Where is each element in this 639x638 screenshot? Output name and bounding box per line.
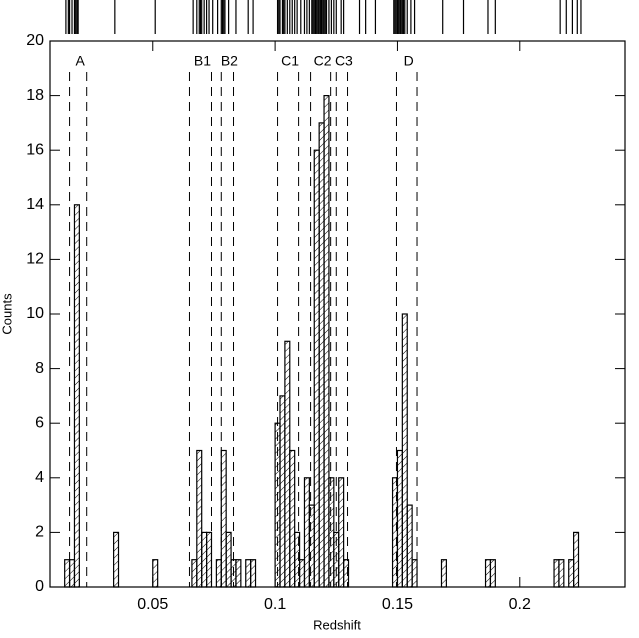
bar (323, 94, 330, 588)
bar (396, 449, 403, 588)
bar (553, 559, 560, 588)
bar (338, 477, 345, 588)
group-label: A (75, 53, 85, 69)
y-tick-label: 20 (26, 32, 44, 49)
group-label: C2 (314, 53, 332, 69)
bar (220, 449, 227, 588)
bar (303, 477, 310, 588)
bar (225, 531, 232, 588)
y-tick-label: 12 (26, 251, 44, 268)
bar (484, 559, 492, 588)
bar (279, 395, 286, 588)
bar (489, 559, 496, 588)
y-tick-label: 14 (26, 196, 44, 213)
bar (205, 531, 213, 588)
y-tick-label: 4 (35, 469, 44, 486)
bar (289, 449, 296, 588)
bar (440, 559, 447, 588)
group-label: C1 (281, 53, 299, 69)
x-tick-label: 0.2 (509, 596, 531, 613)
bar (235, 559, 242, 588)
bar (401, 313, 408, 588)
y-tick-label: 6 (35, 414, 44, 431)
bar (406, 504, 413, 588)
y-tick-label: 18 (26, 87, 44, 104)
group-label: D (404, 53, 414, 69)
bar (68, 559, 76, 588)
bar (573, 531, 580, 588)
bar (313, 149, 320, 588)
x-tick-label: 0.1 (264, 596, 286, 613)
bar (250, 559, 257, 588)
bar (201, 531, 208, 588)
bar (328, 477, 335, 588)
plot-frame (49, 40, 626, 588)
group-label: C3 (335, 53, 353, 69)
y-axis-label: Counts (0, 293, 14, 335)
bar (558, 559, 565, 588)
bar (568, 559, 575, 588)
bar (411, 559, 418, 588)
bar (196, 449, 203, 588)
y-tick-label: 0 (35, 578, 44, 595)
y-tick-label: 16 (26, 141, 44, 158)
bar (215, 559, 222, 588)
x-tick-label: 0.05 (137, 596, 168, 613)
bar (245, 559, 252, 588)
group-label: B1 (194, 53, 211, 69)
y-tick-label: 10 (26, 305, 44, 322)
y-tick-label: 8 (35, 360, 44, 377)
bar (284, 340, 291, 588)
bar (191, 559, 198, 588)
group-label: B2 (221, 53, 238, 69)
bar (298, 559, 306, 588)
x-axis-label: Redshift (313, 617, 361, 632)
bar (64, 559, 71, 588)
bar (113, 531, 120, 588)
x-tick-label: 0.15 (382, 596, 413, 613)
bar (343, 559, 350, 588)
bar (152, 559, 159, 588)
bar (73, 204, 80, 588)
bar (318, 122, 325, 588)
y-tick-label: 2 (35, 524, 44, 541)
